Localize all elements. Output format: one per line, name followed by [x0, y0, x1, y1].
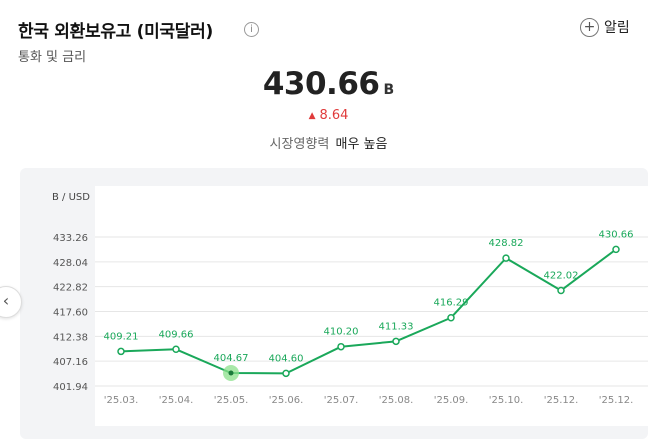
y-tick-label: 401.94: [53, 382, 88, 393]
chart-panel: B / USD 433.26 428.04 422.82 417.60 412.38 40…: [20, 168, 648, 439]
data-label: 422.02: [544, 270, 579, 281]
grid-lines: [95, 236, 648, 387]
data-point: [172, 345, 180, 354]
change-value: 8.64: [319, 108, 349, 123]
x-tick-label: '25.03.: [104, 395, 139, 406]
x-tick-label: '25.09.: [434, 395, 469, 406]
alert-label: 알림: [604, 20, 630, 36]
data-label: 416.29: [434, 298, 469, 309]
data-point: [447, 313, 455, 322]
data-labels: 409.21 409.66 404.67 404.60 410.20 411.33 416.…: [104, 229, 634, 364]
data-point: [392, 337, 400, 346]
data-label: 430.66: [599, 229, 634, 240]
data-point: [502, 254, 510, 262]
plot-area: [95, 186, 648, 426]
x-tick-label: '25.06.: [269, 395, 304, 406]
page-title: 한국 외환보유고 (미국달러): [18, 22, 213, 42]
data-label: 404.67: [214, 353, 249, 364]
x-tick-label: '25.12.: [599, 395, 634, 406]
chevron-left-icon: ‹: [2, 291, 10, 310]
impact-label: 시장영향력: [269, 137, 330, 152]
x-tick-label: '25.05.: [214, 395, 249, 406]
plus-icon: +: [580, 17, 599, 37]
x-tick-label: '25.12.: [544, 395, 579, 406]
y-tick-label: 407.16: [53, 357, 88, 368]
line-chart: B / USD 433.26 428.04 422.82 417.60 412.38 40…: [52, 186, 648, 426]
data-point: [117, 347, 125, 356]
market-impact: 시장영향력 매우 높음: [0, 133, 657, 152]
data-label: 428.82: [489, 238, 524, 249]
up-triangle-icon: ▲: [308, 111, 316, 121]
y-tick-label: 412.38: [53, 332, 88, 343]
y-unit-label: B / USD: [52, 192, 90, 203]
y-tick-label: 422.82: [53, 283, 88, 294]
x-tick-label: '25.08.: [379, 395, 414, 406]
prev-button[interactable]: ‹: [0, 286, 22, 318]
current-value: 430.66 B: [0, 66, 657, 102]
data-label: 411.33: [379, 321, 414, 332]
y-tick-label: 428.04: [53, 258, 88, 269]
x-tick-label: '25.10.: [489, 395, 524, 406]
y-tick-labels: 433.26 428.04 422.82 417.60 412.38 407.16 401.…: [53, 233, 88, 393]
x-tick-labels: '25.03. '25.04. '25.05. '25.06. '25.07. '25.0…: [104, 395, 634, 406]
data-label: 409.66: [159, 329, 194, 340]
current-value-unit: B: [383, 82, 395, 98]
data-point: [228, 370, 234, 376]
x-tick-label: '25.04.: [159, 395, 194, 406]
data-point: [557, 286, 565, 295]
category-subtitle: 통화 및 금리: [18, 50, 87, 65]
data-point: [612, 245, 620, 254]
data-label: 410.20: [324, 327, 359, 338]
data-label: 409.21: [104, 331, 139, 342]
data-point: [282, 369, 290, 378]
y-tick-label: 417.60: [53, 308, 88, 319]
data-label: 404.60: [269, 353, 304, 364]
y-tick-label: 433.26: [53, 233, 88, 244]
data-points: [117, 245, 620, 382]
alert-button[interactable]: + 알림: [580, 17, 630, 37]
x-tick-label: '25.07.: [324, 395, 359, 406]
change-indicator: ▲ 8.64: [0, 108, 657, 123]
impact-level: 매우 높음: [335, 137, 388, 152]
info-icon[interactable]: i: [244, 22, 259, 37]
data-point: [337, 342, 345, 351]
series-line: [120, 248, 617, 375]
series-line-path: [120, 248, 617, 375]
current-value-number: 430.66: [262, 66, 380, 102]
